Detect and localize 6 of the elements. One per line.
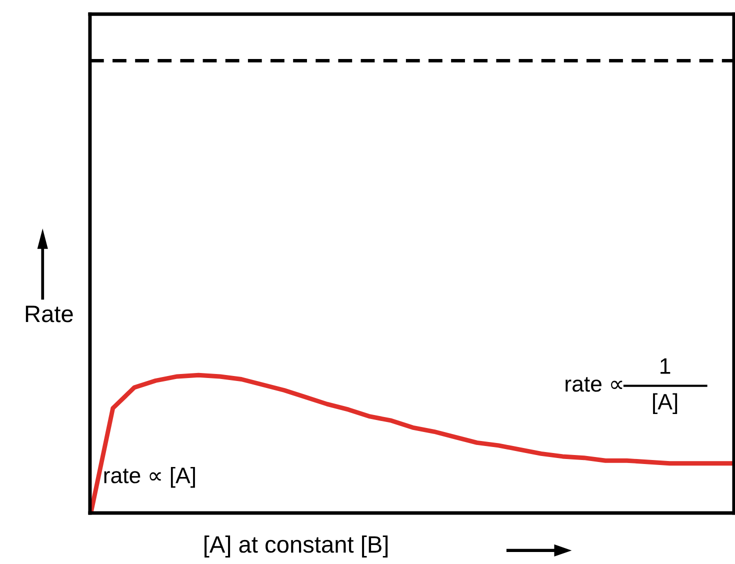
y-axis-title: Rate [26, 306, 73, 322]
annotation: [A] [653, 393, 678, 414]
annotation: rate ∝ [566, 377, 622, 392]
annotation: rate ∝ [A] [104, 466, 195, 488]
text: 1 [660, 358, 670, 374]
x-axis-title: [A] at constant [B] [204, 535, 388, 558]
